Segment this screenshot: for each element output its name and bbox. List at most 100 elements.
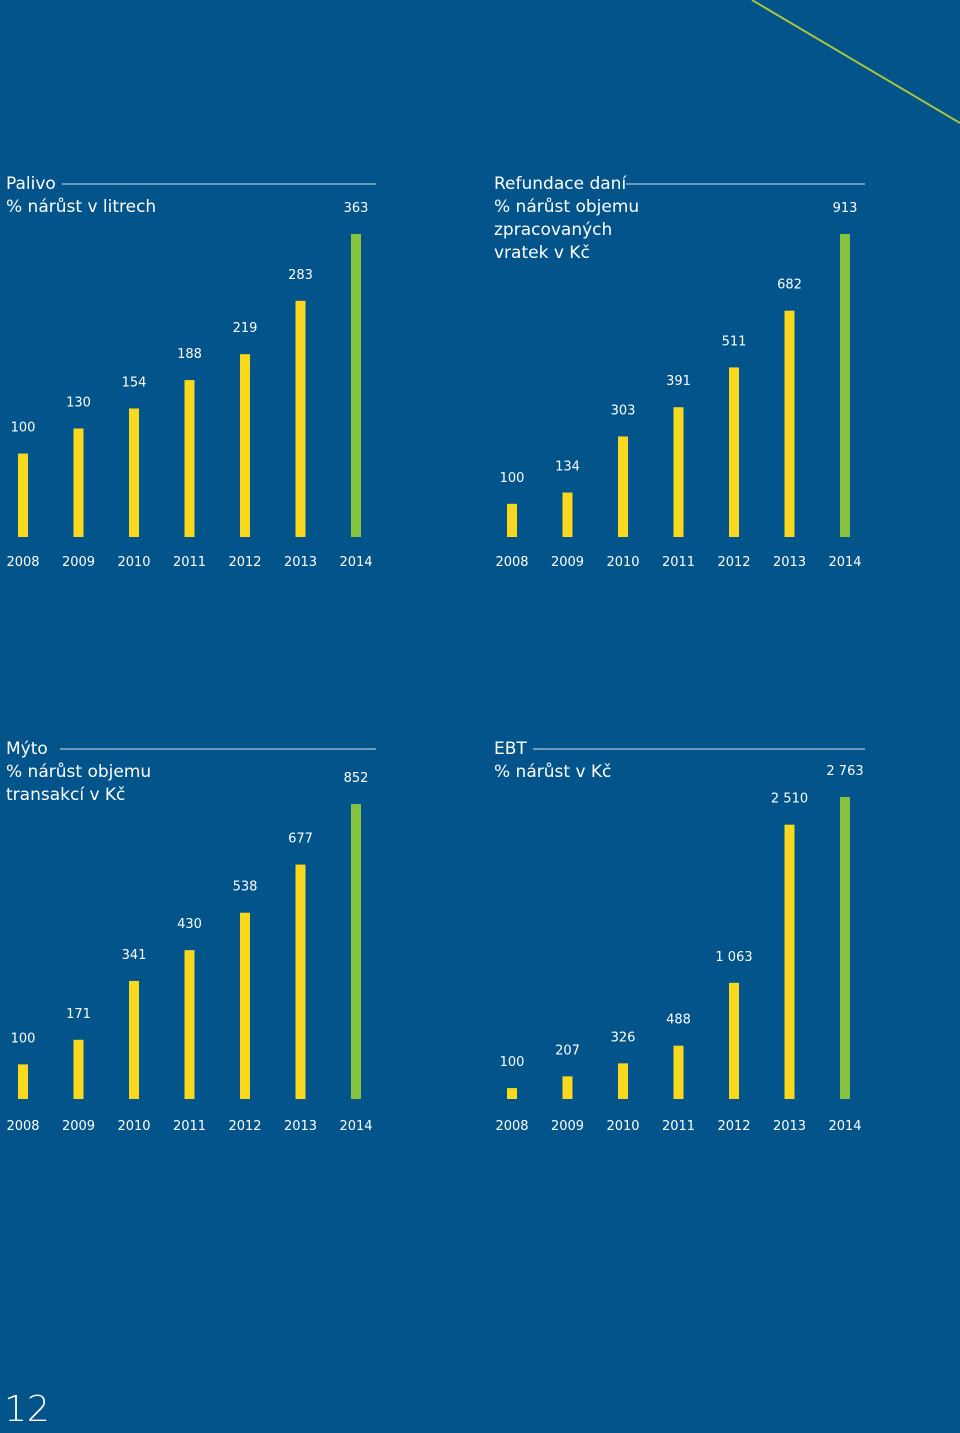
x-tick-label: 2014 <box>828 555 861 570</box>
bar-2010 <box>618 436 628 537</box>
bar-2009 <box>73 1039 84 1099</box>
x-tick-label: 2014 <box>339 1119 372 1134</box>
bar-2014 <box>840 234 850 537</box>
bar-2011 <box>673 407 684 537</box>
data-label: 2 510 <box>771 792 808 807</box>
bar-2014 <box>840 797 850 1099</box>
chart-subtitle-line: % nárůst v litrech <box>6 197 156 217</box>
x-tick-label: 2009 <box>62 1119 95 1134</box>
chart-subtitle-line: % nárůst v Kč <box>494 762 611 782</box>
x-tick-label: 2014 <box>828 1119 861 1134</box>
x-tick-label: 2009 <box>551 555 584 570</box>
chart-title: Palivo <box>6 174 56 194</box>
bar-2008 <box>18 1064 28 1099</box>
bar-2013 <box>295 864 306 1099</box>
chart-subtitle-line: transakcí v Kč <box>6 785 125 805</box>
chart-title: EBT <box>494 739 527 759</box>
data-label: 219 <box>233 321 258 336</box>
data-label: 171 <box>66 1007 91 1022</box>
x-tick-label: 2008 <box>495 1119 528 1134</box>
data-label: 511 <box>722 334 747 349</box>
data-label: 100 <box>500 471 525 486</box>
data-label: 303 <box>611 403 636 418</box>
data-label: 154 <box>122 375 147 390</box>
chart-subtitle-line: % nárůst objemu <box>6 762 151 782</box>
bar-2010 <box>618 1063 628 1099</box>
data-label: 341 <box>122 948 147 963</box>
x-tick-label: 2010 <box>606 1119 639 1134</box>
x-tick-label: 2010 <box>117 555 150 570</box>
bar-2009 <box>73 428 84 537</box>
x-tick-label: 2012 <box>717 1119 750 1134</box>
bar-2010 <box>129 408 139 537</box>
data-label: 283 <box>288 268 313 283</box>
bar-2011 <box>184 380 195 537</box>
data-label: 677 <box>288 832 313 847</box>
bar-2014 <box>351 804 361 1099</box>
bar-2012 <box>729 982 739 1099</box>
data-label: 1 063 <box>715 950 752 965</box>
x-tick-label: 2010 <box>117 1119 150 1134</box>
bar-2013 <box>295 300 306 537</box>
chart-subtitle-line: zpracovaných <box>494 220 612 240</box>
x-tick-label: 2014 <box>339 555 372 570</box>
chart-panel-4: EBT % nárůst v Kč 100 2008 207 2009 326 2010 488… <box>494 739 865 1134</box>
chart-subtitle-line: % nárůst objemu <box>494 197 639 217</box>
x-tick-label: 2011 <box>662 555 695 570</box>
x-tick-label: 2013 <box>773 1119 806 1134</box>
bar-2012 <box>240 354 250 537</box>
bar-2008 <box>507 503 517 537</box>
page-number: 12 <box>4 1389 50 1430</box>
chart-title: Refundace daní <box>494 174 627 194</box>
bar-2008 <box>507 1088 517 1099</box>
chart-subtitle-line: vratek v Kč <box>494 243 590 263</box>
data-label: 363 <box>344 201 369 216</box>
data-label: 100 <box>500 1055 525 1070</box>
data-label: 2 763 <box>826 764 863 779</box>
bar-2009 <box>562 492 573 537</box>
x-tick-label: 2012 <box>717 555 750 570</box>
bar-2011 <box>184 950 195 1099</box>
chart-panel-1: Palivo % nárůst v litrech 100 2008 130 2009 15… <box>6 174 376 570</box>
data-label: 188 <box>177 347 202 362</box>
decorative-diagonal-line <box>751 0 960 124</box>
data-label: 538 <box>233 880 258 895</box>
bar-2013 <box>784 310 795 537</box>
data-label: 852 <box>344 771 369 786</box>
bar-2014 <box>351 234 361 537</box>
data-label: 326 <box>611 1030 636 1045</box>
data-label: 100 <box>11 1031 36 1046</box>
x-tick-label: 2009 <box>62 555 95 570</box>
data-label: 207 <box>555 1043 580 1058</box>
x-tick-label: 2012 <box>228 555 261 570</box>
bar-2008 <box>18 453 28 537</box>
x-tick-label: 2009 <box>551 1119 584 1134</box>
x-tick-label: 2013 <box>773 555 806 570</box>
data-label: 682 <box>777 278 802 293</box>
bar-2009 <box>562 1076 573 1099</box>
bar-2011 <box>673 1045 684 1099</box>
x-tick-label: 2013 <box>284 555 317 570</box>
chart-panel-2: Refundace daní % nárůst objemu zpracovanýc… <box>494 174 865 570</box>
bar-2012 <box>729 367 739 537</box>
x-tick-label: 2010 <box>606 555 639 570</box>
x-tick-label: 2011 <box>173 1119 206 1134</box>
x-tick-label: 2012 <box>228 1119 261 1134</box>
x-tick-label: 2008 <box>6 555 39 570</box>
data-label: 100 <box>11 421 36 436</box>
bar-2010 <box>129 980 139 1099</box>
bar-2013 <box>784 824 795 1099</box>
chart-title: Mýto <box>6 739 48 759</box>
data-label: 130 <box>66 395 91 410</box>
data-label: 913 <box>833 201 858 216</box>
x-tick-label: 2013 <box>284 1119 317 1134</box>
chart-panel-3: Mýto % nárůst objemu transakcí v Kč 100 2008… <box>6 739 376 1134</box>
data-label: 391 <box>666 374 691 389</box>
bar-2012 <box>240 912 250 1099</box>
x-tick-label: 2011 <box>173 555 206 570</box>
data-label: 488 <box>666 1013 691 1028</box>
x-tick-label: 2008 <box>6 1119 39 1134</box>
data-label: 430 <box>177 917 202 932</box>
x-tick-label: 2008 <box>495 555 528 570</box>
